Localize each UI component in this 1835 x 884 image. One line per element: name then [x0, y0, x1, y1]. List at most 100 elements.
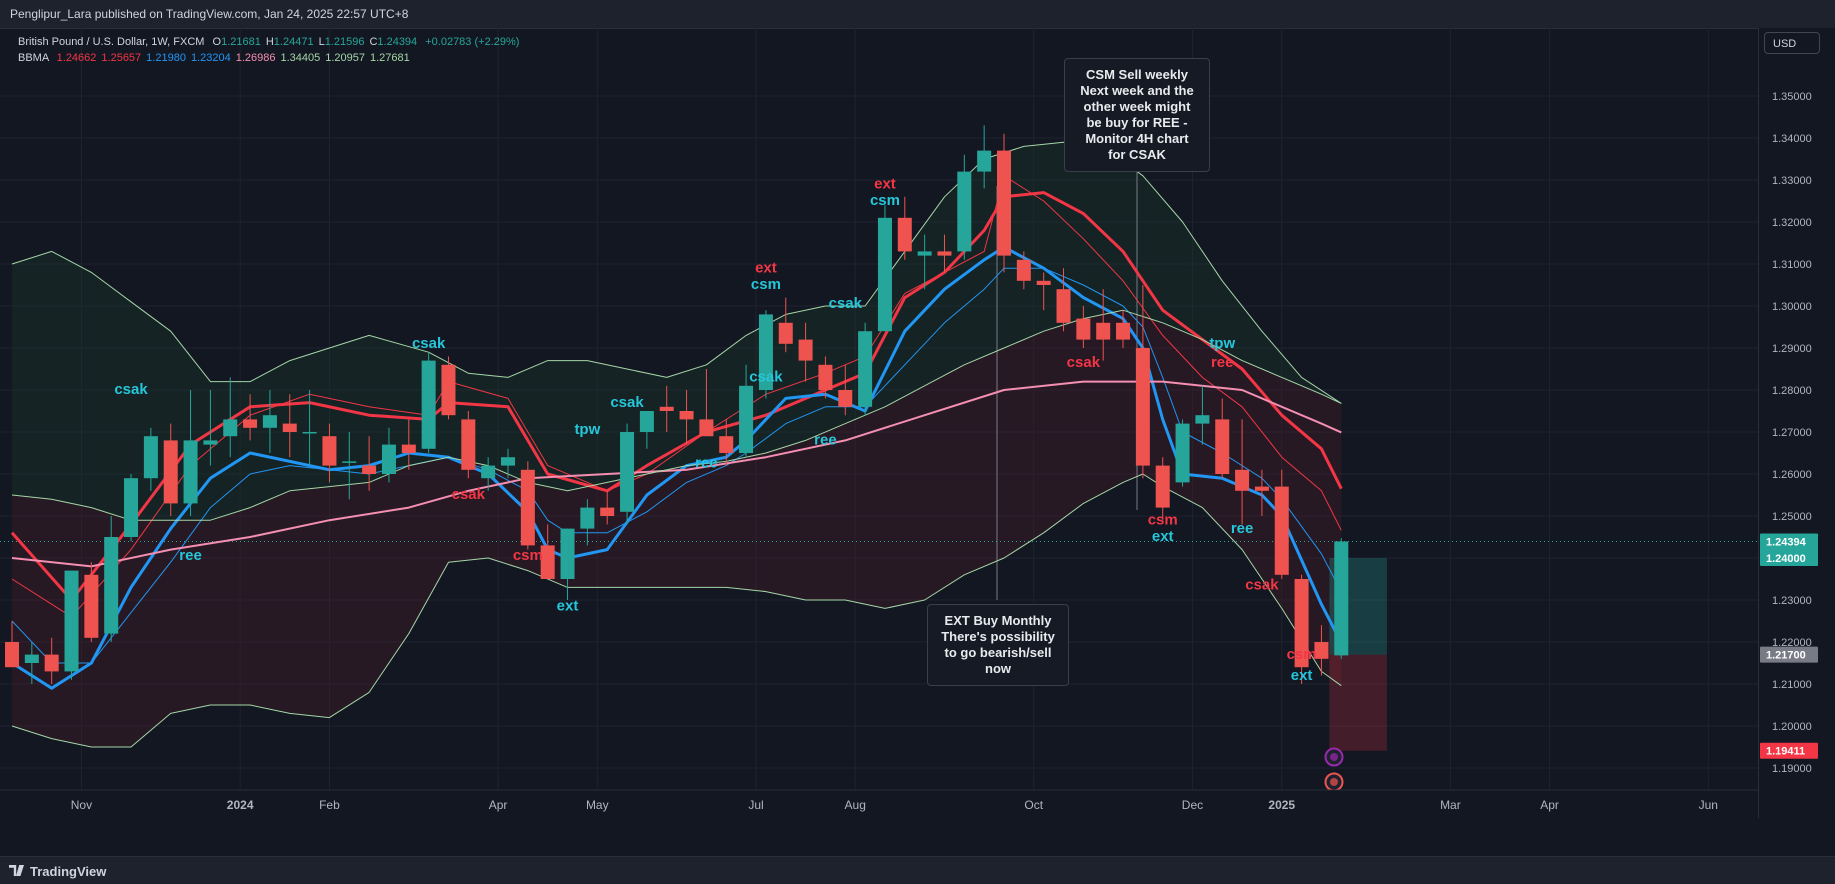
- series-line-1: [10, 191, 1343, 602]
- time-axis-label: Dec: [1182, 798, 1203, 812]
- annotation-line: Monitor 4H chart: [1085, 131, 1189, 146]
- candle-body: [1076, 318, 1091, 340]
- candle-body: [302, 432, 317, 434]
- price-badge-label: 1.21700: [1766, 650, 1806, 662]
- price-badge: [1760, 550, 1818, 566]
- candle-body: [1155, 465, 1170, 508]
- price-tick-label: 1.28000: [1772, 385, 1812, 397]
- candle-body: [163, 440, 178, 504]
- csm-sell-annotation[interactable]: CSM Sell weekly Next week and the other we…: [1064, 58, 1210, 172]
- price-axis[interactable]: 1.19000 1.20000 1.21000 1.22000 1.23000 1.240…: [1758, 28, 1835, 818]
- chart-plot-area[interactable]: csak ree csak csak csm ext tpw csak ree csak ext cs…: [0, 28, 1758, 818]
- candle-body: [143, 436, 158, 479]
- candle-body: [679, 411, 694, 420]
- candle-body: [1175, 423, 1190, 483]
- indicator-value: 1.27681: [370, 52, 410, 64]
- candle-body: [1116, 322, 1131, 340]
- currency-button[interactable]: USD: [1764, 32, 1820, 54]
- candle-body: [64, 570, 79, 672]
- price-badge-label: 1.19411: [1766, 746, 1805, 758]
- candle-body: [481, 465, 496, 479]
- annotation-line: to go bearish/sell: [944, 645, 1052, 660]
- chart-label: ree: [1231, 520, 1254, 537]
- chart-label: ext: [755, 259, 777, 276]
- candle-body: [243, 419, 258, 428]
- candle-body: [758, 314, 773, 390]
- time-axis-label: Oct: [1024, 798, 1043, 812]
- candle-body: [1235, 469, 1250, 491]
- indicator-value: 1.25657: [101, 52, 142, 64]
- indicator-name[interactable]: BBMA: [18, 52, 49, 64]
- candle-body: [977, 150, 992, 172]
- price-tick-label: 1.21000: [1772, 679, 1812, 691]
- event-icon-dot: [1330, 778, 1338, 786]
- time-axis-label: Apr: [489, 798, 508, 812]
- chart-label: ext: [1291, 667, 1313, 684]
- time-axis-bg: [0, 790, 1758, 818]
- candle-body: [520, 469, 535, 546]
- ext-buy-annotation[interactable]: EXT Buy Monthly There's possibility to go …: [927, 604, 1069, 686]
- series-line-8: [11, 309, 1342, 521]
- candle-body: [778, 322, 793, 344]
- candle-body: [937, 251, 952, 256]
- annotation-line: EXT Buy Monthly: [944, 613, 1052, 628]
- candle-body: [124, 478, 139, 537]
- symbol-name[interactable]: British Pound / U.S. Dollar, 1W, FXCM: [18, 36, 205, 48]
- price-tick-label: 1.27000: [1772, 427, 1812, 439]
- indicator-value: 1.24662: [56, 52, 97, 64]
- chart-label: csak: [412, 335, 446, 352]
- indicator-values: 1.24662 1.25657 1.21980 1.23204 1.26986 1.344…: [52, 52, 410, 64]
- candle-body: [897, 217, 912, 252]
- time-axis-label: Apr: [1540, 798, 1559, 812]
- legend-indicator-row: BBMA 1.24662 1.25657 1.21980 1.23204 1.26986…: [18, 50, 519, 66]
- price-tick-label: 1.32000: [1772, 217, 1812, 229]
- candle-body: [1096, 322, 1111, 340]
- candle-body: [24, 654, 39, 663]
- series-line-5: [11, 380, 1342, 568]
- position-stop-zone: [1329, 654, 1387, 751]
- candle-body: [1334, 541, 1349, 656]
- price-tick-label: 1.25000: [1772, 511, 1812, 523]
- indicator-value: 1.26986: [235, 52, 276, 64]
- publish-header: Penglipur_Lara published on TradingView.…: [0, 0, 1835, 29]
- chart-label: csm: [870, 192, 900, 209]
- chart-label: csak: [1245, 577, 1279, 594]
- candle-body: [501, 457, 515, 466]
- annotation-line: be buy for REE -: [1086, 115, 1188, 130]
- candle-body: [798, 339, 813, 361]
- candle-body: [362, 465, 377, 474]
- candle-body: [104, 537, 119, 634]
- chart-label: ree: [814, 432, 837, 449]
- candle-body: [540, 545, 555, 579]
- legend-symbol-row: British Pound / U.S. Dollar, 1W, FXCM O1…: [18, 34, 519, 50]
- price-change: +0.02783 (+2.29%): [425, 36, 520, 48]
- candle-body: [699, 419, 714, 437]
- time-axis-label: Mar: [1440, 798, 1461, 812]
- price-tick-label: 1.20000: [1772, 721, 1812, 733]
- candle-body: [421, 360, 436, 449]
- candle-body: [580, 507, 595, 529]
- candle-body: [957, 171, 972, 252]
- candle-body: [1135, 348, 1150, 466]
- series-line-2: [11, 175, 1342, 618]
- event-icon-dot: [1330, 753, 1338, 761]
- candle-body: [84, 574, 99, 638]
- candle-body: [818, 364, 833, 390]
- chart-svg[interactable]: csakreecsakcsakcsmexttpwcsakreecsakextcs…: [0, 28, 1758, 818]
- brand-name[interactable]: TradingView: [30, 864, 107, 879]
- chart-label: ext: [874, 175, 896, 192]
- candle-body: [1016, 259, 1031, 281]
- indicator-value: 1.23204: [190, 52, 231, 64]
- annotation-line: now: [985, 661, 1011, 676]
- chart-label: csak: [452, 486, 486, 503]
- candle-body: [1294, 579, 1309, 668]
- candle-body: [262, 415, 277, 428]
- chart-label: tpw: [574, 421, 600, 438]
- candle-body: [600, 507, 615, 516]
- price-tick-label: 1.33000: [1772, 175, 1812, 187]
- chart-label: ext: [1152, 528, 1174, 545]
- candle-body: [639, 411, 654, 432]
- candle-body: [322, 436, 337, 466]
- tradingview-logo-mark: [16, 865, 24, 876]
- chart-label: tpw: [1209, 335, 1235, 352]
